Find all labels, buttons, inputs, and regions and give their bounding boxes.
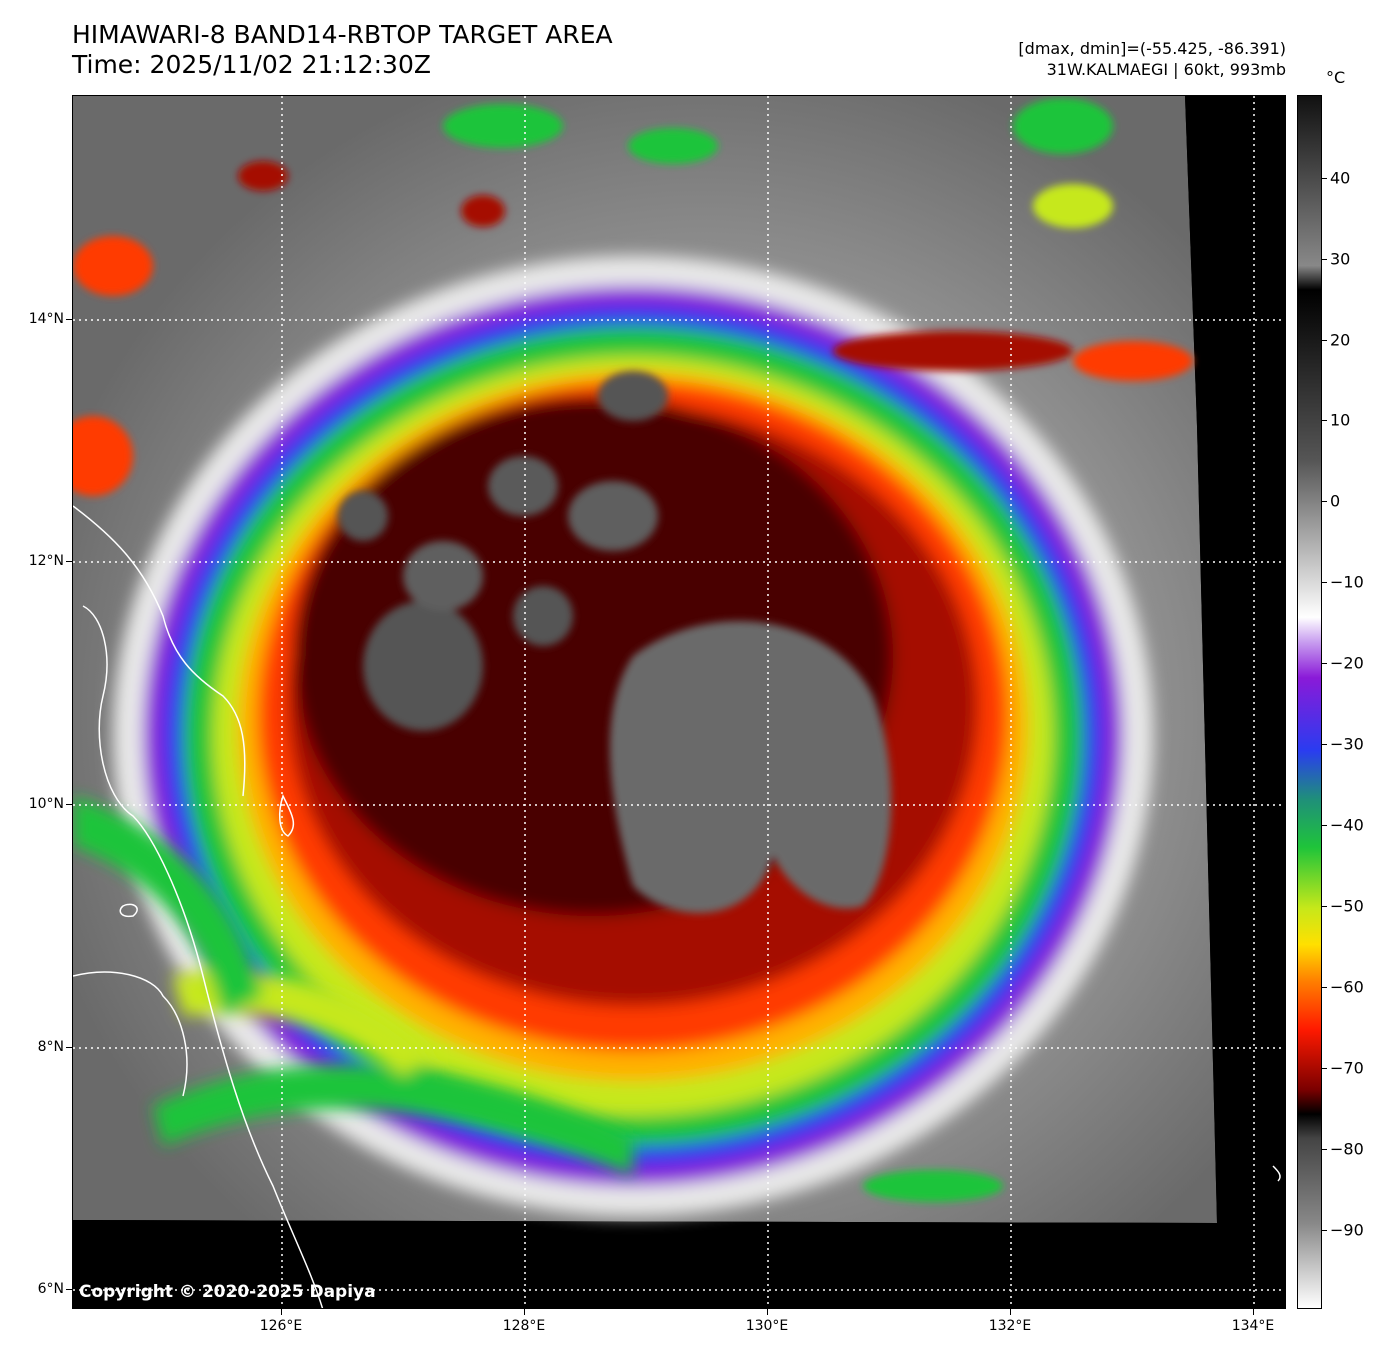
title-line-1: HIMAWARI-8 BAND14-RBTOP TARGET AREA: [72, 20, 613, 50]
lat-label-8n: 8°N: [0, 1039, 64, 1055]
lat-tick: [66, 1289, 72, 1290]
colorbar-tick-mark: [1322, 744, 1327, 745]
colorbar-tick-minus10: −10: [1330, 573, 1364, 592]
colorbar-tick-mark: [1322, 178, 1327, 179]
colorbar-tick-minus40: −40: [1330, 816, 1364, 835]
lon-label-128e: 128°E: [503, 1318, 546, 1334]
satellite-image: [73, 96, 1286, 1309]
title-line-2: Time: 2025/11/02 21:12:30Z: [72, 50, 613, 80]
colorbar-unit: °C: [1326, 68, 1345, 87]
colorbar-tick-0: 0: [1330, 492, 1340, 511]
lat-label-14n: 14°N: [0, 311, 64, 327]
colorbar-tick-mark: [1322, 987, 1327, 988]
colorbar-tick-minus20: −20: [1330, 654, 1364, 673]
colorbar-tick-mark: [1322, 259, 1327, 260]
lon-tick: [524, 1309, 525, 1315]
colorbar-tick-minus60: −60: [1330, 978, 1364, 997]
lat-tick: [66, 561, 72, 562]
colorbar-tick-mark: [1322, 663, 1327, 664]
colorbar-tick-minus30: −30: [1330, 735, 1364, 754]
colorbar-tick-30: 30: [1330, 250, 1350, 269]
lat-label-10n: 10°N: [0, 796, 64, 812]
colorbar-tick-mark: [1322, 582, 1327, 583]
lon-label-132e: 132°E: [989, 1318, 1032, 1334]
colorbar-tick-mark: [1322, 825, 1327, 826]
colorbar: [1297, 95, 1322, 1309]
dmax-dmin-label: [dmax, dmin]=(-55.425, -86.391): [1018, 38, 1286, 59]
colorbar-tick-minus90: −90: [1330, 1221, 1364, 1240]
lon-label-134e: 134°E: [1232, 1318, 1275, 1334]
colorbar-tick-20: 20: [1330, 331, 1350, 350]
colorbar-tick-minus50: −50: [1330, 897, 1364, 916]
copyright-label: Copyright © 2020-2025 Dapiya: [79, 1282, 376, 1302]
storm-stats: [dmax, dmin]=(-55.425, -86.391) 31W.KALM…: [1018, 38, 1286, 80]
colorbar-tick-minus70: −70: [1330, 1059, 1364, 1078]
lon-label-130e: 130°E: [746, 1318, 789, 1334]
colorbar-tick-10: 10: [1330, 411, 1350, 430]
colorbar-tick-mark: [1322, 340, 1327, 341]
lat-tick: [66, 1047, 72, 1048]
colorbar-tick-mark: [1322, 906, 1327, 907]
lon-label-126e: 126°E: [260, 1318, 303, 1334]
lon-tick: [281, 1309, 282, 1315]
lat-label-6n: 6°N: [0, 1281, 64, 1297]
storm-info-label: 31W.KALMAEGI | 60kt, 993mb: [1018, 59, 1286, 80]
colorbar-tick-mark: [1322, 1230, 1327, 1231]
chart-title: HIMAWARI-8 BAND14-RBTOP TARGET AREA Time:…: [72, 20, 613, 80]
colorbar-tick-mark: [1322, 501, 1327, 502]
colorbar-tick-mark: [1322, 420, 1327, 421]
lon-tick: [1010, 1309, 1011, 1315]
satellite-map[interactable]: Copyright © 2020-2025 Dapiya: [72, 95, 1286, 1309]
colorbar-tick-minus80: −80: [1330, 1140, 1364, 1159]
lat-label-12n: 12°N: [0, 553, 64, 569]
lat-tick: [66, 804, 72, 805]
colorbar-tick-mark: [1322, 1068, 1327, 1069]
lon-tick: [1253, 1309, 1254, 1315]
lon-tick: [767, 1309, 768, 1315]
lat-tick: [66, 319, 72, 320]
colorbar-tick-40: 40: [1330, 169, 1350, 188]
colorbar-tick-mark: [1322, 1149, 1327, 1150]
